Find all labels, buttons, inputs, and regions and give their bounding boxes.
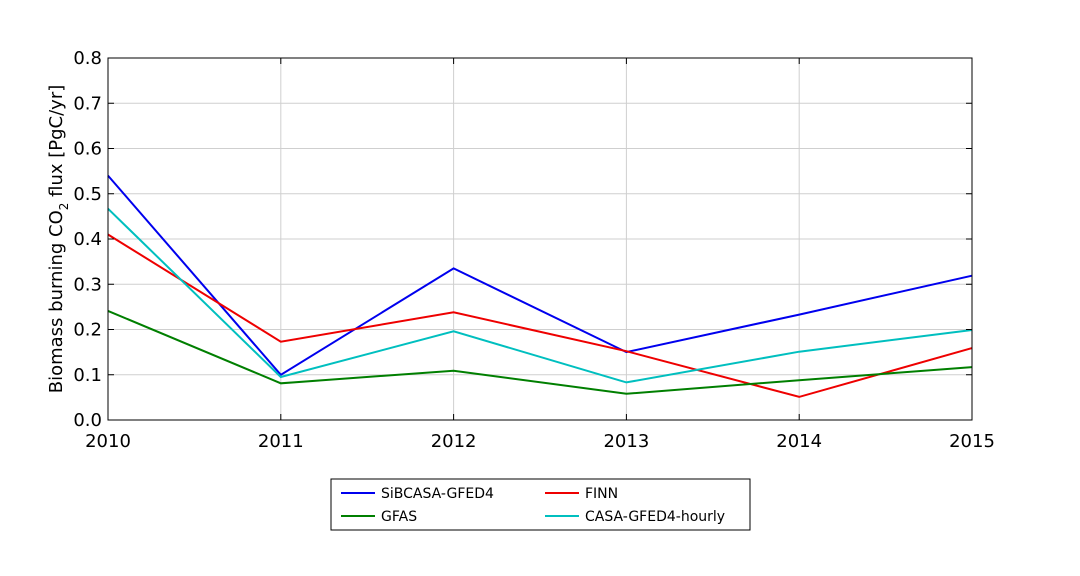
grid	[107, 57, 973, 421]
legend-label-finn: FINN	[585, 486, 618, 502]
y-tick-labels: 0.0 0.1 0.2 0.3 0.4 0.5 0.6 0.7 0.8	[73, 48, 102, 431]
series-line-casa-gfed4-hourly	[107, 207, 973, 384]
legend-label-gfas: GFAS	[381, 509, 417, 525]
y-tick-label: 0.5	[73, 184, 102, 205]
y-tick-label: 0.2	[73, 320, 102, 341]
x-tick-label: 2014	[776, 431, 822, 452]
legend: SiBCASA-GFED4 FINN GFAS CASA-GFED4-hourly	[330, 478, 751, 531]
x-tick-label: 2013	[603, 431, 649, 452]
legend-frame	[330, 478, 751, 531]
y-tick-label: 0.6	[73, 139, 102, 160]
series-line-gfas	[107, 309, 973, 395]
y-tick-label: 0.1	[73, 365, 102, 386]
x-tick-labels: 2010 2011 2012 2013 2014 2015	[85, 431, 995, 452]
axis-ticks	[107, 57, 973, 421]
y-tick-label: 0.4	[73, 229, 102, 250]
y-axis-label: Biomass burning CO2 flux [PgC/yr]	[46, 85, 71, 394]
series-line-sibcasa-gfed4	[107, 174, 973, 377]
y-tick-label: 0.3	[73, 274, 102, 295]
legend-label-casa-gfed4-hourly: CASA-GFED4-hourly	[585, 509, 725, 525]
x-tick-label: 2010	[85, 431, 131, 452]
x-tick-label: 2012	[431, 431, 477, 452]
x-tick-label: 2011	[258, 431, 304, 452]
x-tick-label: 2015	[949, 431, 995, 452]
y-tick-label: 0.0	[73, 410, 102, 431]
series-line-finn	[107, 233, 973, 398]
legend-label-sibcasa-gfed4: SiBCASA-GFED4	[381, 486, 494, 502]
y-tick-label: 0.7	[73, 93, 102, 114]
series-lines	[107, 174, 973, 398]
y-tick-label: 0.8	[73, 48, 102, 69]
